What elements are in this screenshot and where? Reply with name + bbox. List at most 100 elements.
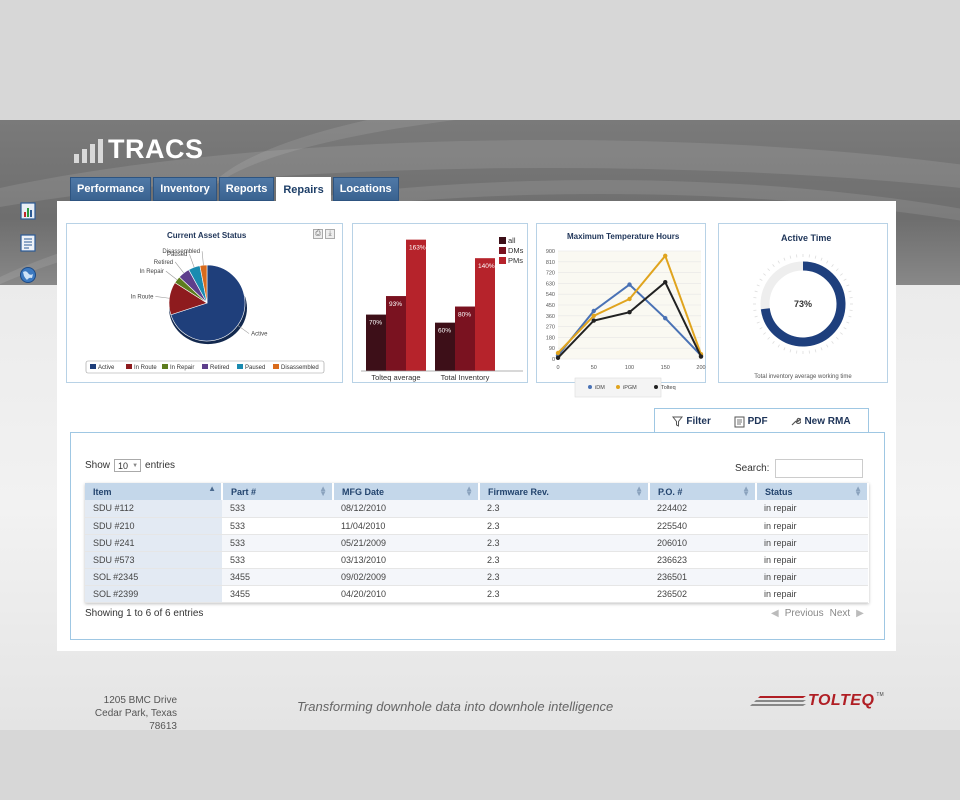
new-rma-label: New RMA: [804, 416, 851, 427]
table-row[interactable]: SDU #573 533 03/13/2010 2.3 236623 in repair: [85, 551, 868, 569]
table-cell: 533: [222, 551, 333, 569]
x-tick-label: 0: [556, 365, 559, 371]
donut-tick: [777, 344, 780, 348]
chevron-left-icon: ◀: [771, 608, 779, 619]
donut-tick: [789, 255, 792, 259]
download-icon[interactable]: ⤓: [325, 229, 335, 239]
logo-bars-icon: [74, 139, 103, 163]
x-tick-label: 150: [661, 365, 670, 371]
page-size-value: 10: [118, 460, 129, 471]
donut-tick: [783, 257, 786, 261]
table-cell: 03/13/2010: [333, 551, 479, 569]
bar-legend-swatch: [499, 237, 506, 244]
pie-label-connector: [155, 296, 170, 299]
pdf-icon: [734, 416, 745, 427]
y-tick-label: 450: [546, 303, 555, 309]
bar-legend-label: PMs: [508, 256, 523, 265]
table-cell: SDU #210: [85, 517, 222, 535]
table-cell: 2.3: [479, 500, 649, 518]
col-item[interactable]: Item ▲: [85, 483, 223, 500]
bar-DMs: [455, 306, 475, 371]
y-tick-label: 900: [546, 249, 555, 255]
table-row[interactable]: SOL #2345 3455 09/02/2009 2.3 236501 in repai…: [85, 568, 868, 586]
bar-PMs: [406, 239, 426, 371]
bar-DMs: [386, 296, 406, 371]
donut-value-label: 73%: [794, 299, 812, 309]
table-cell: 236623: [649, 551, 756, 569]
sort-both-icon: ▲ ▼: [854, 484, 862, 498]
bar-all: [366, 314, 386, 371]
col-po[interactable]: P.O. # ▲ ▼: [649, 483, 757, 500]
globe-icon[interactable]: [18, 264, 38, 285]
pie-slice-label: Active: [251, 332, 268, 338]
pdf-label: PDF: [747, 416, 768, 427]
filter-tab[interactable]: Filter: [672, 416, 711, 427]
trademark-mark: TM: [876, 692, 884, 698]
bar-all: [435, 322, 455, 371]
footer-tagline: Transforming downhole data into downhole…: [297, 699, 614, 714]
previous-button[interactable]: Previous: [784, 608, 824, 619]
donut-tick: [763, 332, 766, 335]
temperature-line-chart: 0 90 180 270 360 450 540 630 720 810 900 0 50 100 150 2…: [546, 249, 706, 398]
page-size-select[interactable]: 10 ▼: [114, 459, 142, 472]
tab-performance[interactable]: Performance: [70, 177, 152, 201]
table-row[interactable]: SDU #210 533 11/04/2010 2.3 225540 in repair: [85, 517, 868, 535]
line-legend-marker: [654, 385, 658, 389]
table-cell: 2.3: [479, 568, 649, 586]
col-part[interactable]: Part # ▲ ▼: [222, 483, 334, 500]
pie-slice-label: Retired: [154, 260, 173, 266]
address-line-1: 1205 BMC Drive: [103, 695, 177, 706]
utilization-card: 70% 93% 163% Tolteq average 60% 80% 140% Total …: [352, 223, 528, 383]
line-point: [555, 350, 561, 356]
donut-tick: [772, 341, 775, 344]
donut-tick: [848, 315, 852, 318]
print-icon[interactable]: ⎙: [313, 229, 323, 239]
y-tick-label: 810: [546, 260, 555, 266]
line-point: [663, 316, 668, 321]
brand-logo-icon: [750, 696, 806, 706]
tab-inventory[interactable]: Inventory: [153, 177, 217, 201]
report-list-icon[interactable]: [18, 232, 38, 253]
tab-reports[interactable]: Reports: [218, 177, 275, 201]
tab-repairs[interactable]: Repairs: [276, 177, 331, 202]
search-input[interactable]: [775, 459, 864, 478]
active-time-donut-chart: 73% Total inventory average working time: [753, 254, 853, 380]
table-cell: in repair: [756, 568, 868, 586]
next-button[interactable]: Next: [829, 608, 851, 619]
donut-tick: [831, 341, 834, 344]
col-firmware[interactable]: Firmware Rev. ▲ ▼: [479, 483, 650, 500]
bar-legend-label: all: [508, 236, 516, 245]
donut-tick: [756, 321, 760, 324]
dashboard-icon[interactable]: [18, 200, 38, 221]
brand-logo: TOLTEQ TM: [750, 692, 884, 710]
table-row[interactable]: SDU #112 533 08/12/2010 2.3 224402 in repair: [85, 500, 868, 518]
table-cell: 04/20/2010: [333, 585, 479, 603]
table-cell: SOL #2399: [85, 585, 222, 603]
donut-tick: [835, 336, 839, 340]
table-body: SDU #112 533 08/12/2010 2.3 224402 in repair S…: [85, 500, 868, 603]
address-line-2: Cedar Park, Texas 78613: [94, 708, 177, 732]
line-point: [663, 280, 668, 285]
legend-swatch: [90, 364, 96, 369]
y-tick-label: 270: [546, 325, 555, 331]
temperature-card: Maximum Temperature Hours 0 90 180 270 360 45…: [536, 223, 706, 398]
table-row[interactable]: SDU #241 533 05/21/2009 2.3 206010 in repair: [85, 534, 868, 552]
page-size-control: Show 10 ▼ entries: [85, 459, 175, 472]
y-tick-label: 540: [546, 292, 555, 298]
new-rma-tab[interactable]: New RMA: [790, 416, 851, 427]
table-row[interactable]: SOL #2399 3455 04/20/2010 2.3 236502 in repai…: [85, 585, 868, 603]
col-status[interactable]: Status ▲ ▼: [756, 483, 869, 500]
table-cell: in repair: [756, 585, 868, 603]
col-mfg-date[interactable]: MFG Date ▲ ▼: [333, 483, 480, 500]
tab-locations[interactable]: Locations: [332, 177, 399, 201]
pdf-tab[interactable]: PDF: [734, 416, 768, 428]
line-point: [627, 282, 632, 287]
donut-tick: [763, 273, 766, 276]
utilization-bar-chart: 70% 93% 163% Tolteq average 60% 80% 140% Total …: [361, 236, 524, 382]
panel-tabs: Filter PDF New RMA: [654, 408, 869, 434]
main-content: Current Asset Status ⎙ ⤓ Active In Route I…: [57, 201, 896, 651]
repairs-table-panel: Show 10 ▼ entries Search: Item ▲ Part # ▲ ▼…: [70, 432, 885, 640]
table-cell: 11/04/2010: [333, 517, 479, 535]
legend-swatch: [126, 364, 132, 369]
pie-slice: [170, 264, 246, 342]
